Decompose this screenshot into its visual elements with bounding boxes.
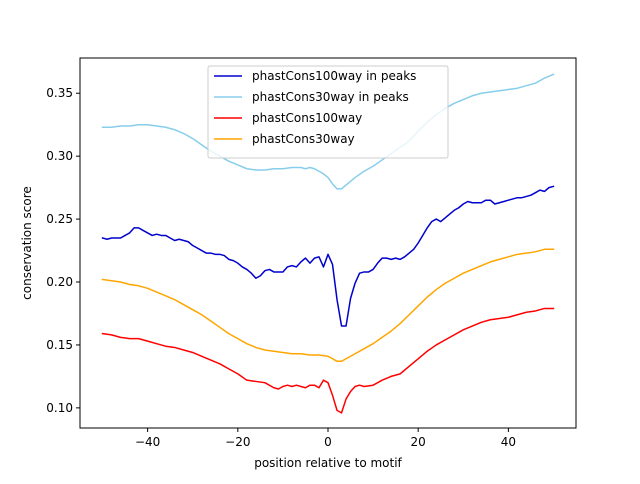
y-tick-label: 0.15	[46, 338, 73, 352]
legend: phastCons100way in peaks phastCons30way i…	[207, 65, 449, 159]
x-axis-label: position relative to motif	[254, 456, 402, 470]
series-line-4	[101, 248, 555, 363]
x-tick-label: 0	[324, 435, 332, 449]
y-tick-label: 0.30	[46, 149, 73, 163]
legend-label: phastCons30way	[252, 132, 355, 146]
legend-label: phastCons100way in peaks	[252, 69, 416, 83]
x-tick-label: −40	[135, 435, 160, 449]
y-axis-label: conservation score	[20, 186, 34, 300]
y-tick-label: 0.10	[46, 401, 73, 415]
y-tick-label: 0.25	[46, 212, 73, 226]
y-tick-label: 0.20	[46, 275, 73, 289]
tick-layer: −40 −20 0 20 40 0.10 0.15 0.20 0.25 0.30 0.35	[46, 86, 516, 449]
series-line-3	[101, 307, 555, 414]
x-tick-label: 20	[411, 435, 426, 449]
legend-box	[207, 65, 449, 159]
y-tick-label: 0.35	[46, 86, 73, 100]
x-tick-label: 40	[501, 435, 516, 449]
series-line-1	[101, 185, 555, 327]
legend-label: phastCons30way in peaks	[252, 90, 409, 104]
series-layer	[101, 73, 555, 414]
plot-frame	[79, 57, 577, 429]
x-tick-label: −20	[225, 435, 250, 449]
legend-label: phastCons100way	[252, 111, 362, 125]
series-line-2	[101, 73, 555, 190]
